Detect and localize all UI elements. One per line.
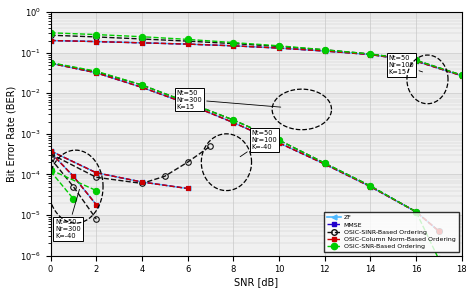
MMSE	[93, 40, 99, 43]
Legend: ZF, MMSE, OSIC-SINR-Based Ordering, OSIC-Column Norm-Based Ordering, OSIC-SNR-Ba: ZF, MMSE, OSIC-SINR-Based Ordering, OSIC…	[324, 212, 459, 253]
Text: Nt=50
Nr=300
K=-40: Nt=50 Nr=300 K=-40	[55, 189, 81, 239]
ZF	[139, 41, 145, 45]
MMSE	[413, 59, 419, 63]
X-axis label: SNR [dB]: SNR [dB]	[234, 277, 278, 287]
OSIC-SNR-Based Ordering	[93, 33, 99, 36]
Line: OSIC-SNR-Based Ordering: OSIC-SNR-Based Ordering	[47, 30, 465, 78]
MMSE	[322, 49, 328, 53]
OSIC-Column Norm-Based Ordering	[93, 40, 99, 43]
OSIC-Column Norm-Based Ordering	[367, 53, 373, 56]
Line: ZF: ZF	[48, 38, 464, 78]
ZF	[413, 59, 419, 63]
ZF	[230, 44, 236, 48]
OSIC-Column Norm-Based Ordering	[230, 44, 236, 48]
OSIC-SNR-Based Ordering	[413, 59, 419, 62]
OSIC-SNR-Based Ordering	[48, 31, 54, 34]
OSIC-Column Norm-Based Ordering	[48, 39, 54, 42]
MMSE	[276, 46, 282, 50]
OSIC-SNR-Based Ordering	[322, 48, 328, 51]
Y-axis label: Bit Error Rate (BER): Bit Error Rate (BER)	[7, 86, 17, 182]
MMSE	[185, 42, 191, 46]
OSIC-Column Norm-Based Ordering	[185, 42, 191, 46]
ZF	[93, 40, 99, 43]
Text: Nt=50
Nr=100
K=-40: Nt=50 Nr=100 K=-40	[240, 130, 277, 157]
OSIC-SINR-Based Ordering	[93, 35, 99, 39]
OSIC-SINR-Based Ordering	[413, 59, 419, 62]
MMSE	[139, 41, 145, 45]
OSIC-SINR-Based Ordering	[367, 52, 373, 56]
OSIC-SINR-Based Ordering	[139, 37, 145, 41]
MMSE	[459, 74, 465, 78]
OSIC-Column Norm-Based Ordering	[322, 49, 328, 53]
OSIC-SINR-Based Ordering	[322, 48, 328, 51]
MMSE	[230, 44, 236, 48]
OSIC-SNR-Based Ordering	[367, 52, 373, 56]
Line: OSIC-Column Norm-Based Ordering: OSIC-Column Norm-Based Ordering	[48, 39, 464, 78]
OSIC-SNR-Based Ordering	[276, 44, 282, 48]
OSIC-SINR-Based Ordering	[276, 45, 282, 48]
OSIC-SINR-Based Ordering	[185, 39, 191, 43]
ZF	[322, 49, 328, 53]
OSIC-Column Norm-Based Ordering	[413, 59, 419, 63]
OSIC-Column Norm-Based Ordering	[459, 74, 465, 78]
MMSE	[48, 39, 54, 42]
Text: Nt=50
Nr=300
K=15: Nt=50 Nr=300 K=15	[176, 90, 281, 110]
OSIC-SINR-Based Ordering	[48, 34, 54, 37]
MMSE	[367, 53, 373, 56]
OSIC-Column Norm-Based Ordering	[276, 46, 282, 50]
Line: MMSE: MMSE	[48, 39, 464, 78]
OSIC-SNR-Based Ordering	[185, 38, 191, 41]
ZF	[459, 74, 465, 78]
OSIC-SNR-Based Ordering	[139, 35, 145, 39]
OSIC-SINR-Based Ordering	[230, 42, 236, 45]
Line: OSIC-SINR-Based Ordering: OSIC-SINR-Based Ordering	[48, 32, 465, 78]
OSIC-SNR-Based Ordering	[230, 41, 236, 44]
ZF	[48, 39, 54, 42]
OSIC-Column Norm-Based Ordering	[139, 41, 145, 45]
OSIC-SNR-Based Ordering	[459, 74, 465, 77]
OSIC-SINR-Based Ordering	[459, 74, 465, 77]
ZF	[185, 42, 191, 46]
Text: Nt=50
Nr=100
K=15: Nt=50 Nr=100 K=15	[389, 55, 422, 75]
ZF	[276, 46, 282, 50]
ZF	[367, 53, 373, 56]
